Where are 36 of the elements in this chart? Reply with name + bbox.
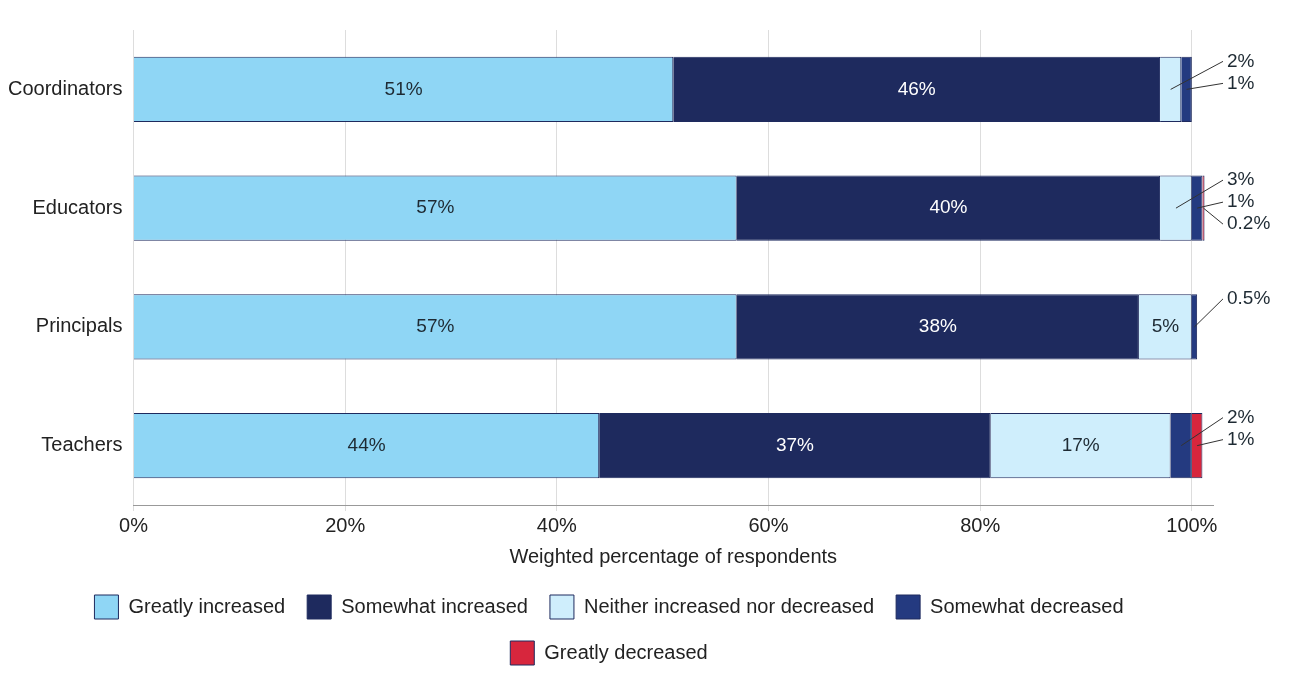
data-label: 1% <box>1227 427 1255 449</box>
data-label: 3% <box>1227 168 1255 190</box>
x-tick-label: 20% <box>325 513 366 536</box>
data-label: 46% <box>897 77 936 99</box>
x-tick-label: 0% <box>119 513 149 536</box>
y-tick-label: Principals <box>35 314 123 337</box>
x-axis-title: Weighted percentage of respondents <box>509 544 838 567</box>
legend-label: Somewhat decreased <box>930 594 1124 617</box>
data-label: 5% <box>1151 315 1180 337</box>
data-label: 17% <box>1061 433 1100 455</box>
legend-label: Greatly decreased <box>544 640 708 663</box>
data-label: 1% <box>1227 190 1255 212</box>
data-label: 1% <box>1227 71 1255 93</box>
data-label: 2% <box>1227 49 1255 71</box>
legend-label: Somewhat increased <box>341 594 528 617</box>
data-label: 2% <box>1227 405 1255 427</box>
x-tick-label: 40% <box>536 513 578 536</box>
data-label: 40% <box>929 196 968 218</box>
bar <box>736 294 1139 360</box>
legend-label: Greatly increased <box>128 594 286 617</box>
data-label: 57% <box>416 196 455 218</box>
data-label: 37% <box>775 433 815 455</box>
legend-label: Neither increased nor decreased <box>583 594 875 617</box>
data-label: 38% <box>918 315 957 337</box>
x-tick-label: 100% <box>1166 513 1218 536</box>
data-label: 57% <box>416 315 455 337</box>
data-label: 0.2% <box>1227 212 1271 234</box>
y-tick-label: Teachers <box>41 433 123 456</box>
data-label: 44% <box>347 433 386 455</box>
data-label: 0.5% <box>1227 287 1271 309</box>
bar <box>736 175 1161 241</box>
x-tick-label: 80% <box>960 513 1001 536</box>
x-tick-label: 60% <box>748 513 789 536</box>
y-tick-label: Educators <box>32 195 123 218</box>
data-label: 51% <box>384 77 423 99</box>
y-tick-label: Coordinators <box>7 76 123 99</box>
